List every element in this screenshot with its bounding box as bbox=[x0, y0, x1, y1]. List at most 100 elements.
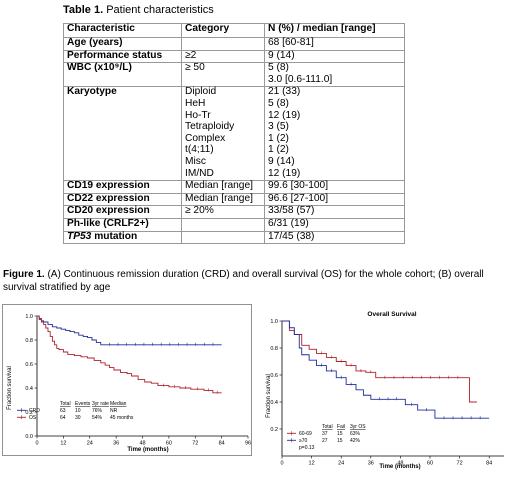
series-line-OS bbox=[37, 315, 222, 394]
table-row: CD22 expression Median [range] 96.6 [27-10… bbox=[63, 192, 405, 207]
y-tick-label: 0.6 bbox=[25, 362, 33, 368]
cell-category bbox=[181, 217, 265, 232]
cell-characteristic: CD22 expression bbox=[63, 192, 182, 207]
table-row: CD20 expression ≥ 20% 33/58 (57) bbox=[63, 205, 405, 219]
y-tick-label: 0.4 bbox=[25, 386, 33, 392]
cell-value: 6/31 (19) bbox=[264, 217, 405, 232]
table-row: Karyotype Diploid HeH Ho-Tr Tetraploidy Compl… bbox=[63, 86, 405, 182]
x-tick-label: 48 bbox=[139, 441, 145, 447]
cell-category bbox=[181, 37, 265, 51]
legend-header: Fail bbox=[337, 424, 345, 430]
chart-b-title: Overall Survival bbox=[367, 311, 416, 318]
cell-category: ≥ 50 bbox=[181, 62, 265, 88]
y-tick-label: 0.8 bbox=[270, 346, 278, 352]
y-tick-label: 0.2 bbox=[270, 427, 278, 433]
x-tick-label: 36 bbox=[368, 461, 374, 467]
cell-value: 33/58 (57) bbox=[264, 205, 405, 219]
cell-category: ≥2 bbox=[181, 49, 265, 64]
cell-category: Median [range] bbox=[181, 192, 265, 207]
table-header-row: Characteristic Category N (%) / median [… bbox=[63, 23, 405, 38]
y-tick-label: 0.6 bbox=[270, 373, 278, 379]
legend-series-name: 60-69 bbox=[299, 431, 312, 437]
x-tick-label: 96 bbox=[245, 441, 251, 447]
legend-value: 15 bbox=[337, 431, 343, 437]
cell-characteristic: Ph-like (CRLF2+) bbox=[63, 217, 182, 232]
cell-characteristic: Karyotype bbox=[63, 86, 182, 182]
x-tick-label: 12 bbox=[309, 461, 315, 467]
cell-characteristic: Age (years) bbox=[63, 37, 182, 51]
table-row: Age (years) 68 [60-81] bbox=[63, 37, 405, 51]
series-line-CRD bbox=[37, 315, 222, 346]
chart-a-xlabel: Time (months) bbox=[127, 447, 168, 453]
header-value: N (%) / median [range] bbox=[264, 23, 405, 38]
series-line-60-69 bbox=[282, 320, 477, 403]
cell-value: 9 (14) bbox=[264, 49, 405, 64]
x-tick-label: 36 bbox=[113, 441, 119, 447]
cell-value: 21 (33) 5 (8) 12 (19) 3 (5) 1 (2) 1 (2) 9 (14)… bbox=[264, 86, 405, 182]
legend-series-name: CRD bbox=[29, 408, 40, 414]
patient-characteristics-table: Characteristic Category N (%) / median [… bbox=[63, 23, 405, 245]
x-tick-label: 24 bbox=[338, 461, 344, 467]
x-tick-label: 0 bbox=[280, 461, 283, 467]
cell-characteristic: CD20 expression bbox=[63, 205, 182, 219]
legend-value: 63 bbox=[60, 408, 66, 414]
table-caption: Table 1. Patient characteristics bbox=[63, 4, 214, 16]
legend-value: 63% bbox=[350, 431, 361, 437]
legend-value: 37 bbox=[322, 431, 328, 437]
table-row: TP53 mutation 17/45 (38) bbox=[63, 230, 405, 245]
cell-characteristic: Performance status bbox=[63, 49, 182, 64]
legend-value: 54% bbox=[92, 415, 103, 421]
x-tick-label: 72 bbox=[457, 461, 463, 467]
cell-characteristic: CD19 expression bbox=[63, 180, 182, 194]
x-tick-label: 84 bbox=[219, 441, 225, 447]
chart-b-os-by-age: Overall Survival Fraction survival Time … bbox=[266, 311, 504, 470]
x-tick-label: 0 bbox=[35, 441, 38, 447]
legend-value: 64 bbox=[60, 415, 66, 421]
legend-value: 10 bbox=[75, 408, 81, 414]
x-tick-label: 84 bbox=[486, 461, 492, 467]
legend-value: 30 bbox=[75, 415, 81, 421]
legend-header: 3yr rate bbox=[92, 401, 109, 407]
legend-series-name: OS bbox=[29, 415, 37, 421]
chart-b-xlabel: Time (months) bbox=[379, 464, 420, 470]
legend-header: Events bbox=[75, 401, 91, 407]
cell-value: 96.6 [27-100] bbox=[264, 192, 405, 207]
chart-b-ylabel: Fraction survival bbox=[266, 374, 272, 418]
chart-a-ylabel: Fraction survival bbox=[7, 366, 13, 410]
x-tick-label: 12 bbox=[60, 441, 66, 447]
table-row: Ph-like (CRLF2+) 6/31 (19) bbox=[63, 217, 405, 232]
legend-value: 42% bbox=[350, 438, 361, 444]
legend-value: NR bbox=[110, 408, 118, 414]
header-characteristic: Characteristic bbox=[63, 23, 182, 38]
cell-value: 17/45 (38) bbox=[264, 230, 405, 245]
table-row: WBC (x10⁹/L) ≥ 50 5 (8) 3.0 [0.6-111.0] bbox=[63, 62, 405, 88]
cell-category: Median [range] bbox=[181, 180, 265, 194]
table-row: Performance status ≥2 9 (14) bbox=[63, 49, 405, 64]
y-tick-label: 0.0 bbox=[25, 434, 33, 440]
legend-header: Total bbox=[322, 424, 333, 430]
y-tick-label: 1.0 bbox=[25, 314, 33, 320]
legend-value: 15 bbox=[337, 438, 343, 444]
cell-category bbox=[181, 230, 265, 245]
y-tick-label: 1.0 bbox=[270, 319, 278, 325]
cell-value: 99.6 [30-100] bbox=[264, 180, 405, 194]
legend-series-name: ≥70 bbox=[299, 438, 308, 444]
x-tick-label: 60 bbox=[166, 441, 172, 447]
y-tick-label: 0.2 bbox=[25, 410, 33, 416]
table-row: CD19 expression Median [range] 99.6 [30-10… bbox=[63, 180, 405, 194]
legend-header: 3yr OS bbox=[350, 424, 366, 430]
chart-a-crd-os: Fraction survival Time (months) 0 12 24 36 4… bbox=[2, 304, 252, 456]
legend-header: Total bbox=[60, 401, 71, 407]
x-tick-label: 72 bbox=[192, 441, 198, 447]
cell-characteristic: WBC (x10⁹/L) bbox=[63, 62, 182, 88]
legend-header: Median bbox=[110, 401, 127, 407]
cell-category: Diploid HeH Ho-Tr Tetraploidy Complex t(4;11)… bbox=[181, 86, 265, 182]
series-line-≥70 bbox=[282, 320, 490, 419]
header-category: Category bbox=[181, 23, 265, 38]
cell-value: 5 (8) 3.0 [0.6-111.0] bbox=[264, 62, 405, 88]
legend-value: 27 bbox=[322, 438, 328, 444]
x-tick-label: 24 bbox=[87, 441, 93, 447]
y-tick-label: 0.4 bbox=[270, 400, 278, 406]
y-tick-label: 0.8 bbox=[25, 338, 33, 344]
cell-category: ≥ 20% bbox=[181, 205, 265, 219]
